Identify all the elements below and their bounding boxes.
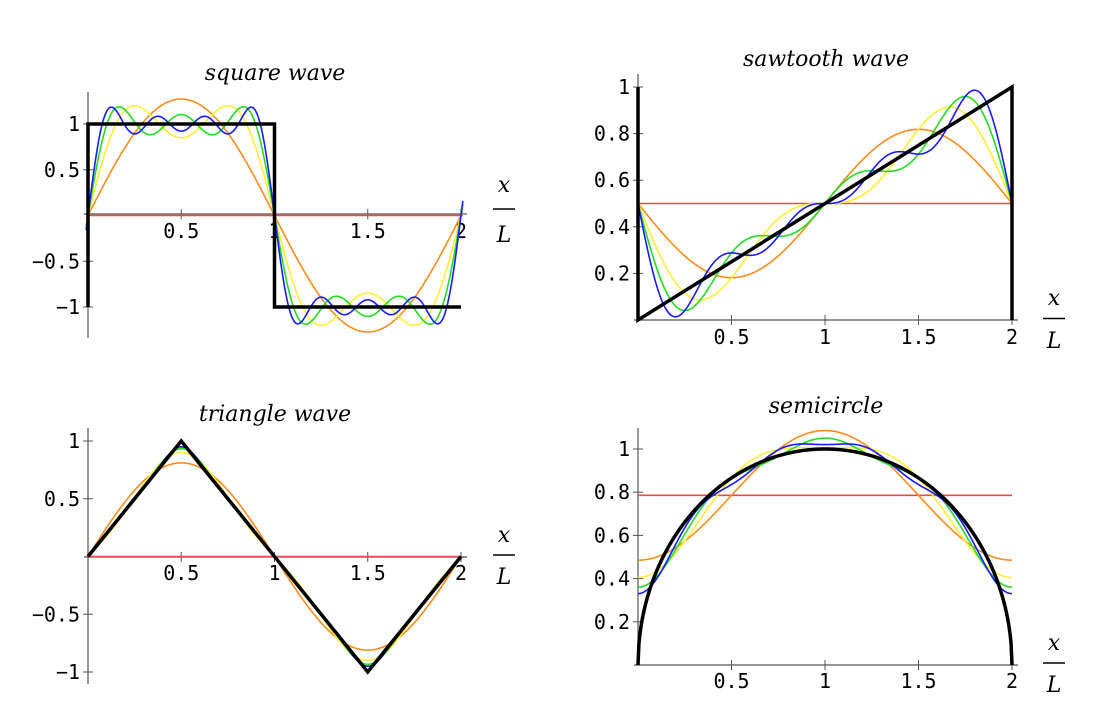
x-tick-label: 2 [1006,325,1018,349]
y-tick-label: −1 [56,660,80,684]
y-tick-label: 0.8 [594,480,630,504]
y-tick-label: 0.4 [594,215,630,239]
x-tick-label: 1.5 [900,669,936,693]
series-exact-function [86,438,463,675]
series-exact-function [86,122,461,309]
x-axis-label-denominator: L [496,565,512,590]
y-tick-label: 1 [618,75,630,99]
series-terms-3 [637,437,1013,588]
x-tick-label: 0.5 [163,561,199,585]
chart-title: semicircle [769,394,883,419]
y-tick-label: 0.2 [594,261,630,285]
series-terms-1 [638,429,1012,561]
y-tick-label: 0.5 [44,158,80,182]
x-axis-label-denominator: L [1046,329,1062,354]
y-tick-label: 0.6 [594,523,630,547]
series-exact-function [636,83,1014,324]
chart-title: square wave [205,61,346,86]
chart-title: sawtooth wave [743,47,909,72]
x-axis-label-numerator: x [1048,286,1061,311]
panel-sawtooth-wave: sawtooth wave 0.5 1 1.5 2 1 0.8 0.6 0.4 0.2 xL [594,47,1065,354]
x-tick-label: 2 [455,561,467,585]
chart-title: triangle wave [199,402,351,427]
x-tick-label: 1 [819,669,831,693]
y-tick-label: 1 [618,437,630,461]
x-tick-label: 1.5 [350,561,386,585]
series-exact-function [636,447,1014,666]
y-tick-label: 1 [68,429,80,453]
y-tick-label: 0.6 [594,168,630,192]
x-tick-label: 1.5 [350,219,386,243]
y-tick-label: 0.4 [594,567,630,591]
panel-square-wave: square wave 0.5 1 1.5 210.5−0.5−1xL [32,61,515,338]
x-axis-label-numerator: x [498,523,511,548]
x-tick-label: 0.5 [713,325,749,349]
y-tick-label: 1 [68,112,80,136]
x-tick-label: 1.5 [900,325,936,349]
y-tick-label: 0.5 [44,487,80,511]
y-tick-label: 0.8 [594,122,630,146]
x-tick-label: 1 [819,325,831,349]
x-axis-label-numerator: x [498,173,511,198]
y-tick-label: −1 [56,295,80,319]
x-axis-label-denominator: L [1046,673,1062,698]
y-tick-label: −0.5 [32,249,80,273]
x-tick-label: 0.5 [713,669,749,693]
x-axis-label-numerator: x [1048,631,1061,656]
panel-semicircle: semicircle 0.5 1 1.5 2 1 0.8 0.6 0.4 0.2 xL [594,394,1065,698]
y-tick-label: 0.2 [594,610,630,634]
panel-triangle-wave: triangle wave 0.5 1 1.5 2 1 0.5 −0.5 −1 xL [32,402,515,684]
x-tick-label: 1 [268,561,280,585]
x-axis-label-denominator: L [496,223,512,248]
y-tick-label: −0.5 [32,602,80,626]
x-tick-label: 0.5 [163,219,199,243]
x-tick-label: 2 [1006,669,1018,693]
